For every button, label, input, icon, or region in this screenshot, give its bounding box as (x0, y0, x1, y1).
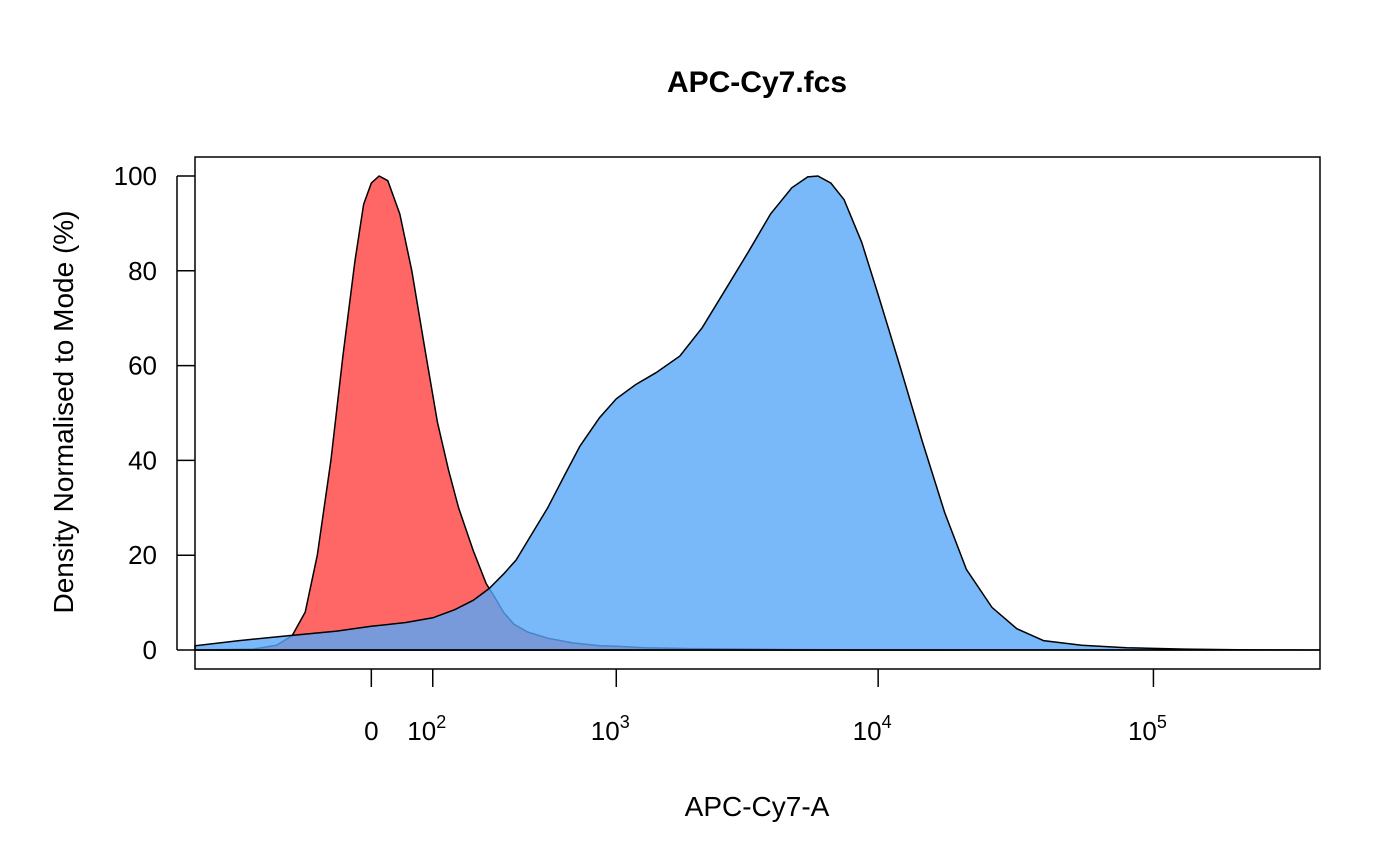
series-2-area (194, 175, 1321, 651)
y-tick-label: 80 (128, 256, 157, 286)
x-tick-label: 0 (364, 716, 378, 746)
y-tick-label: 40 (128, 445, 157, 475)
y-axis-label: Density Normalised to Mode (%) (48, 210, 79, 613)
x-tick-label: 103 (591, 712, 630, 746)
series-layer (194, 175, 1321, 651)
plot-frame (194, 156, 1321, 670)
x-tick-label: 102 (407, 712, 446, 746)
x-tick-label: 105 (1128, 712, 1167, 746)
y-tick-label: 0 (143, 635, 157, 665)
y-axis: 0 20 40 60 80 100 (114, 161, 195, 665)
y-tick-label: 100 (114, 161, 157, 191)
y-tick-label: 60 (128, 351, 157, 381)
chart-title: APC-Cy7.fcs (667, 66, 847, 99)
y-tick-label: 20 (128, 540, 157, 570)
x-axis-label: APC-Cy7-A (685, 791, 830, 822)
x-tick-label: 104 (853, 712, 892, 746)
x-axis: 0 102 103 104 105 (364, 669, 1167, 746)
